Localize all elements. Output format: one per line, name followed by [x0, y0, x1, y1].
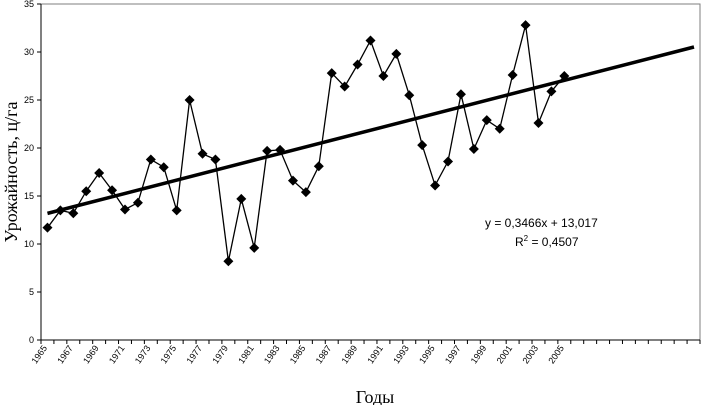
- data-point: [171, 205, 182, 216]
- x-tick-label: 1967: [55, 343, 75, 365]
- y-tick-label: 35: [24, 0, 34, 9]
- data-point: [132, 197, 143, 208]
- data-point: [404, 90, 415, 101]
- y-tick-label: 15: [24, 191, 34, 201]
- x-tick-label: 1977: [184, 343, 204, 365]
- data-point: [55, 205, 66, 216]
- data-point: [507, 70, 518, 81]
- data-point: [378, 71, 389, 81]
- y-tick-label: 0: [29, 335, 34, 345]
- data-point: [339, 81, 350, 92]
- data-point: [81, 186, 92, 197]
- x-tick-label: 2001: [495, 343, 515, 365]
- x-tick-label: 1973: [133, 343, 153, 365]
- x-tick-label: 1979: [210, 343, 230, 365]
- data-point: [249, 242, 260, 253]
- data-point: [210, 154, 221, 165]
- data-point: [443, 156, 454, 167]
- data-point: [430, 180, 441, 191]
- x-tick-label: 2005: [546, 343, 566, 365]
- x-tick-label: 1965: [29, 343, 49, 365]
- data-point: [365, 35, 376, 46]
- data-point: [145, 154, 156, 165]
- x-tick-label: 1997: [443, 343, 463, 365]
- data-point: [455, 89, 466, 100]
- data-point: [468, 143, 479, 154]
- x-tick-label: 1989: [340, 343, 360, 365]
- data-point: [391, 48, 402, 59]
- x-tick-label: 1981: [236, 343, 256, 365]
- data-point: [184, 95, 195, 105]
- data-point: [494, 123, 505, 134]
- data-point: [68, 208, 79, 219]
- data-point: [223, 256, 234, 267]
- plot-frame: [40, 3, 701, 341]
- r-squared-letter: R: [515, 235, 524, 249]
- r-squared-value: = 0,4507: [528, 235, 579, 249]
- trendline: [47, 45, 695, 216]
- data-point: [107, 185, 118, 196]
- data-point: [197, 148, 208, 159]
- y-tick-label: 30: [24, 47, 34, 57]
- x-tick-label: 1985: [288, 343, 308, 365]
- x-tick-label: 1993: [391, 343, 411, 365]
- x-tick-label: 1987: [314, 343, 334, 365]
- data-point: [559, 71, 570, 81]
- data-point: [417, 140, 428, 151]
- x-tick-label: 1995: [417, 343, 437, 365]
- data-point: [42, 222, 53, 233]
- x-tick-label: 2003: [520, 343, 540, 365]
- data-point: [275, 144, 286, 155]
- x-tick-label: 1991: [365, 343, 385, 365]
- y-tick-label: 5: [29, 287, 34, 297]
- y-axis-label: Урожайность, ц/га: [1, 102, 21, 243]
- data-point: [300, 187, 311, 198]
- data-point: [287, 175, 298, 186]
- data-point: [481, 115, 492, 126]
- data-point: [352, 59, 363, 70]
- r-squared-label: R2 = 0,4507: [515, 234, 579, 249]
- x-tick-label: 1983: [262, 343, 282, 365]
- x-tick-label: 1999: [469, 343, 489, 365]
- x-tick-label: 1969: [81, 343, 101, 365]
- y-tick-label: 25: [24, 95, 34, 105]
- r-squared-superscript: 2: [524, 234, 529, 243]
- y-tick-label: 20: [24, 143, 34, 153]
- data-point: [119, 204, 130, 215]
- data-point: [236, 193, 247, 204]
- data-point: [94, 167, 105, 178]
- data-point: [313, 161, 324, 172]
- x-tick-label: 1971: [107, 343, 127, 365]
- data-point: [158, 162, 169, 173]
- x-axis-label: Годы: [356, 387, 395, 405]
- data-point: [533, 118, 544, 129]
- data-point: [326, 68, 337, 79]
- data-point: [546, 86, 557, 97]
- data-point: [262, 145, 273, 156]
- y-tick-label: 10: [24, 239, 34, 249]
- data-point: [520, 20, 531, 31]
- x-tick-label: 1975: [159, 343, 179, 365]
- trendline-equation: y = 0,3466x + 13,017: [485, 216, 598, 230]
